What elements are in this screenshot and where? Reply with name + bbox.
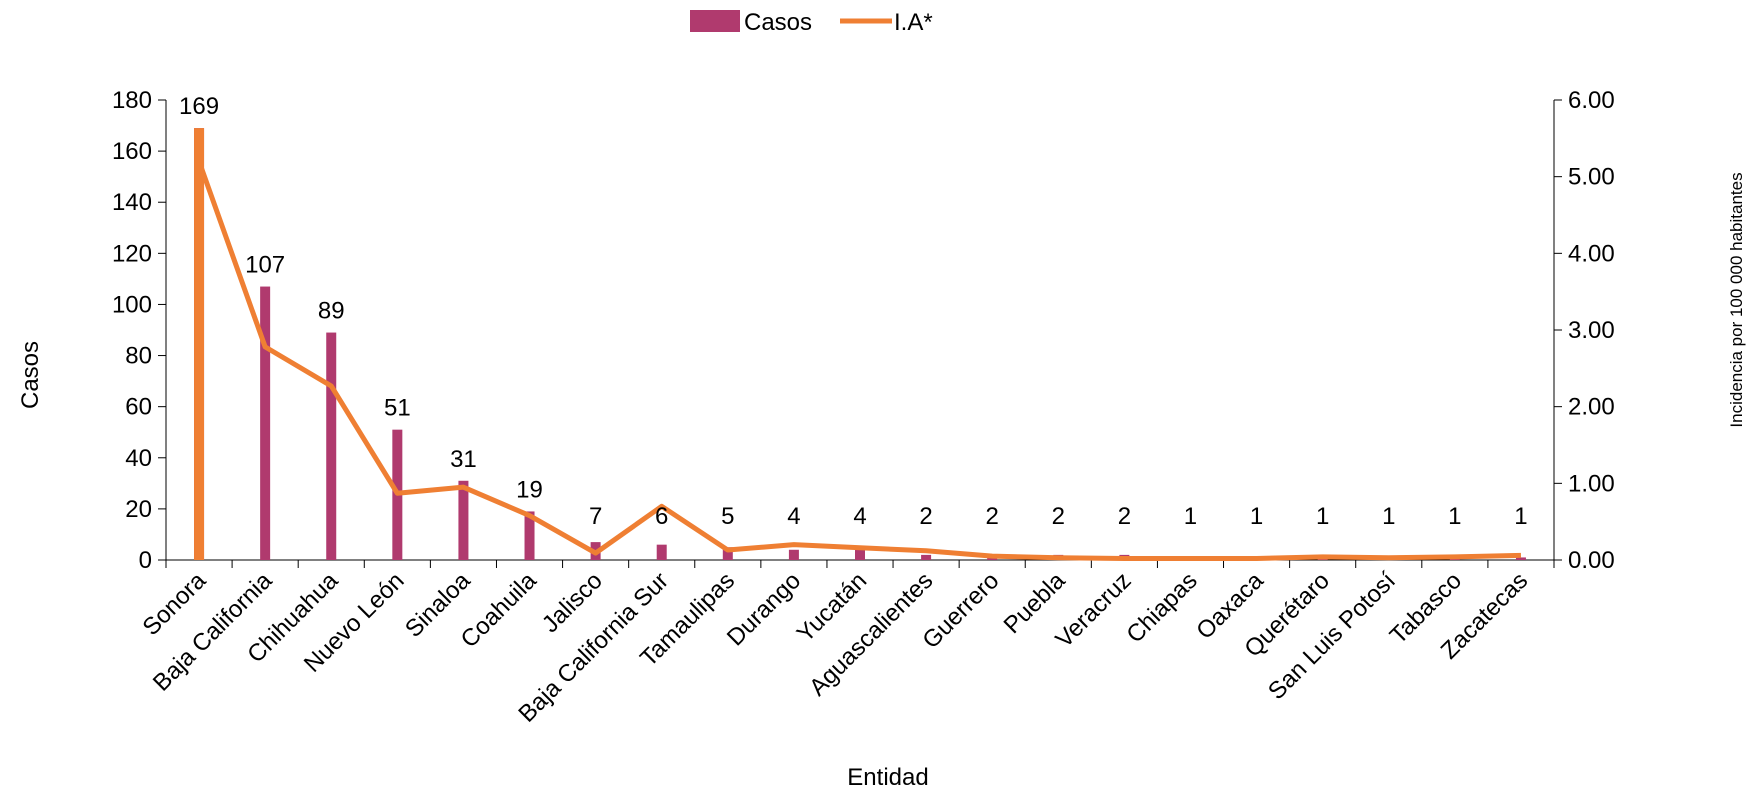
data-label-casos: 2 xyxy=(1118,503,1131,530)
bar-casos xyxy=(656,544,667,560)
bar-casos xyxy=(1515,557,1526,560)
bar-casos xyxy=(326,332,337,560)
bar-casos xyxy=(722,547,733,560)
data-label-casos: 4 xyxy=(853,503,866,530)
left-tick-label: 100 xyxy=(112,291,152,318)
right-tick-label: 2.00 xyxy=(1568,394,1615,421)
legend-swatch-casos xyxy=(690,10,740,32)
legend-label-casos: Casos xyxy=(744,9,812,36)
bar-casos xyxy=(260,286,271,560)
x-tick-label: Baja California xyxy=(148,567,278,697)
data-label-casos: 51 xyxy=(384,395,411,422)
data-label-casos: 89 xyxy=(318,298,345,325)
right-tick-label: 1.00 xyxy=(1568,470,1615,497)
left-tick-label: 40 xyxy=(125,445,152,472)
data-label-casos: 5 xyxy=(721,503,734,530)
left-tick-label: 160 xyxy=(112,138,152,165)
data-label-casos: 107 xyxy=(245,252,285,279)
data-label-casos: 1 xyxy=(1184,503,1197,530)
data-label-casos: 1 xyxy=(1250,503,1263,530)
data-label-casos: 1 xyxy=(1382,503,1395,530)
x-tick-label: Durango xyxy=(722,567,806,651)
data-label-casos: 169 xyxy=(179,93,219,120)
data-label-casos: 6 xyxy=(655,503,668,530)
line-ia-path xyxy=(196,160,1522,561)
data-label-casos: 2 xyxy=(1052,503,1065,530)
right-tick-label: 5.00 xyxy=(1568,164,1615,191)
data-label-casos: 1 xyxy=(1514,503,1527,530)
right-tick-label: 6.00 xyxy=(1568,87,1615,114)
bar-casos xyxy=(524,511,535,560)
right-tick-label: 4.00 xyxy=(1568,240,1615,267)
left-tick-label: 120 xyxy=(112,240,152,267)
data-label-casos: 1 xyxy=(1448,503,1461,530)
data-label-casos: 7 xyxy=(589,503,602,530)
line-ia xyxy=(194,128,1522,561)
data-label-casos: 1 xyxy=(1316,503,1329,530)
x-axis-title: Entidad xyxy=(847,764,928,788)
left-y-ticks: 0 20 40 60 80 100 120 140 160 180 xyxy=(112,87,166,574)
data-label-casos: 2 xyxy=(919,503,932,530)
right-y-ticks: 0.00 1.00 2.00 3.00 4.00 5.00 6.00 xyxy=(1554,87,1615,574)
left-tick-label: 20 xyxy=(125,496,152,523)
legend-label-ia: I.A* xyxy=(894,9,933,36)
left-tick-label: 60 xyxy=(125,394,152,421)
right-tick-label: 3.00 xyxy=(1568,317,1615,344)
left-tick-label: 180 xyxy=(112,87,152,114)
y-axis-title: Casos xyxy=(17,341,44,409)
data-label-casos: 19 xyxy=(516,476,543,503)
left-tick-label: 0 xyxy=(139,547,152,574)
right-tick-label: 0.00 xyxy=(1568,547,1615,574)
bar-casos xyxy=(921,554,932,560)
bar-casos xyxy=(855,549,865,560)
data-label-casos: 4 xyxy=(787,503,800,530)
data-label-casos: 2 xyxy=(986,503,999,530)
data-label-casos: 31 xyxy=(450,446,477,473)
bar-casos xyxy=(788,549,799,560)
left-tick-label: 140 xyxy=(112,189,152,216)
y2-axis-title: Incidencia por 100 000 habitantes xyxy=(1727,172,1746,427)
legend: Casos I.A* xyxy=(690,9,933,36)
x-tick-label: Chiapas xyxy=(1121,567,1202,648)
left-tick-label: 80 xyxy=(125,343,152,370)
bar-casos xyxy=(458,480,469,560)
bars-casos xyxy=(194,128,1526,560)
data-labels: 169 107 89 51 31 19 7 6 5 4 4 2 2 2 2 1 1 1 1 1 1 xyxy=(179,93,1528,530)
